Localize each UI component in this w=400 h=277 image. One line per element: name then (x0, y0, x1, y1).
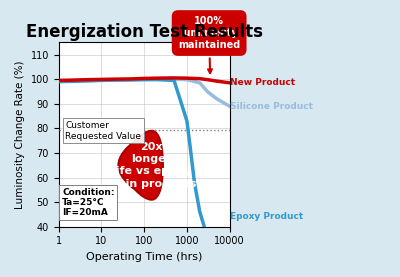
Y-axis label: Luminosity Change Rate (%): Luminosity Change Rate (%) (15, 60, 25, 209)
Text: New Product: New Product (230, 78, 295, 87)
Title: Energization Test Results: Energization Test Results (26, 23, 263, 41)
Text: 20x
longer
life vs epoxy
resin products: 20x longer life vs epoxy resin products (106, 142, 197, 189)
Text: 100%
luminosity
maintained: 100% luminosity maintained (178, 16, 240, 73)
X-axis label: Operating Time (hrs): Operating Time (hrs) (86, 252, 202, 262)
Text: Customer
Requested Value: Customer Requested Value (66, 121, 142, 140)
Text: Condition:
Ta=25°C
IF=20mA: Condition: Ta=25°C IF=20mA (62, 188, 114, 217)
Text: Epoxy Product: Epoxy Product (230, 212, 303, 221)
Ellipse shape (118, 131, 163, 200)
Text: Silicone Product: Silicone Product (230, 102, 313, 111)
